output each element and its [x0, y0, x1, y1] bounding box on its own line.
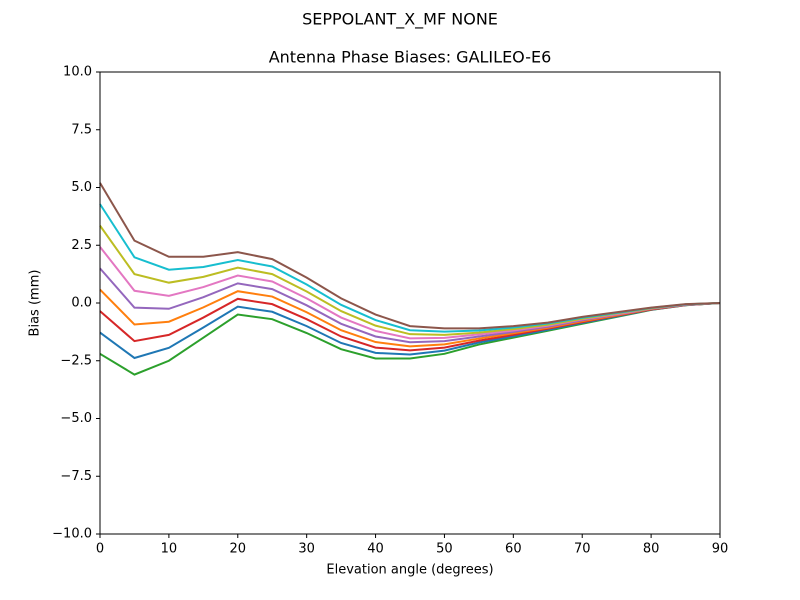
- x-tick-label: 60: [505, 542, 522, 557]
- y-axis-label: Bias (mm): [28, 270, 43, 337]
- x-tick-label: 10: [161, 542, 178, 557]
- y-tick-label: −2.5: [60, 353, 92, 368]
- y-tick-label: 5.0: [71, 180, 92, 195]
- x-tick-label: 30: [298, 542, 315, 557]
- x-tick-label: 80: [643, 542, 660, 557]
- x-tick-label: 20: [230, 542, 247, 557]
- x-tick-label: 90: [712, 542, 729, 557]
- series-line: [99, 182, 721, 330]
- plot-frame: [99, 71, 721, 535]
- x-tick-label: 40: [367, 542, 384, 557]
- y-tick-label: 7.5: [71, 122, 92, 137]
- chart-suptitle: SEPPOLANT_X_MF NONE: [302, 10, 498, 30]
- x-axis-label: Elevation angle (degrees): [326, 563, 493, 578]
- x-tick-label: 0: [96, 542, 104, 557]
- chart-title: Antenna Phase Biases: GALILEO-E6: [269, 48, 552, 67]
- y-tick-label: 2.5: [71, 238, 92, 253]
- y-tick-label: 0.0: [71, 296, 92, 311]
- y-tick-label: −10.0: [52, 527, 92, 542]
- y-tick-label: −5.0: [60, 411, 92, 426]
- y-tick-label: 10.0: [63, 65, 92, 80]
- y-tick-label: −7.5: [60, 469, 92, 484]
- x-tick-label: 50: [436, 542, 453, 557]
- x-tick-label: 70: [574, 542, 591, 557]
